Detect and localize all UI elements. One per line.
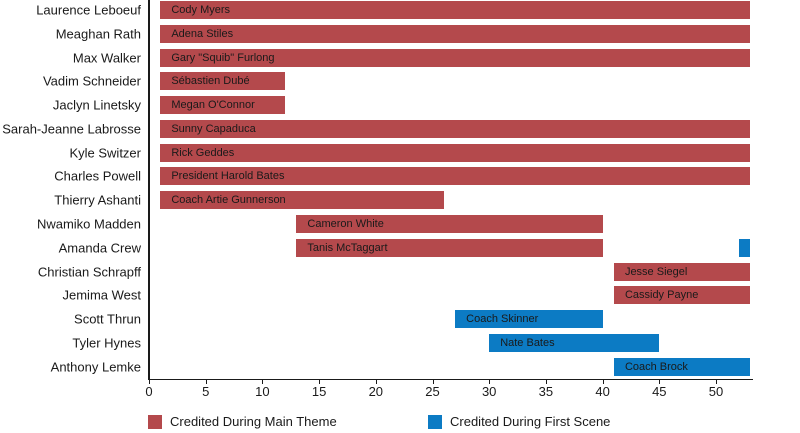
x-tick-label: 0 <box>145 384 153 399</box>
bar-segment-main_theme: Sunny Capaduca <box>160 119 750 138</box>
bar-segment-main_theme: Cody Myers <box>160 1 750 19</box>
bar-label: President Harold Bates <box>171 170 285 183</box>
bar-label: Megan O'Connor <box>171 99 255 112</box>
bar-label: Jesse Siegel <box>624 265 688 278</box>
x-tick-label: 25 <box>425 384 440 399</box>
bar-segment-first_scene: Coach Skinner <box>455 310 603 329</box>
x-tick-label: 45 <box>652 384 667 399</box>
bar-label: Coach Artie Gunnerson <box>171 194 286 207</box>
y-axis-label: Scott Thrun <box>74 311 141 327</box>
x-tick-mark <box>432 380 434 384</box>
x-tick-mark <box>545 380 547 384</box>
bar-label: Tanis McTaggart <box>307 241 388 254</box>
y-axis-label: Thierry Ashanti <box>54 192 141 208</box>
bar-segment-first_scene <box>738 238 750 257</box>
x-tick-mark <box>205 380 207 384</box>
bar-segment-main_theme: Sébastien Dubé <box>160 72 286 91</box>
bar-label: Cassidy Payne <box>624 289 699 302</box>
x-tick-label: 20 <box>368 384 384 399</box>
y-axis-label: Charles Powell <box>54 168 141 184</box>
x-tick-label: 15 <box>311 384 327 399</box>
x-tick-mark <box>659 380 661 384</box>
y-axis-label: Amanda Crew <box>58 240 141 256</box>
bar-label: Coach Skinner <box>466 313 539 326</box>
y-axis-label: Max Walker <box>72 50 141 66</box>
y-axis-label: Jaclyn Linetsky <box>52 97 141 113</box>
bar-label: Rick Geddes <box>171 146 235 159</box>
x-tick-mark <box>716 380 717 384</box>
bar-segment-main_theme: Cassidy Payne <box>613 286 751 305</box>
x-tick-label: 35 <box>538 384 554 399</box>
bar-segment-main_theme: Cameron White <box>296 215 603 234</box>
y-axis-label: Sarah-Jeanne Labrosse <box>2 121 141 137</box>
bar-segment-main_theme: Rick Geddes <box>160 143 750 162</box>
legend-label-first-scene: Credited During First Scene <box>450 414 611 429</box>
x-axis-line <box>148 378 753 380</box>
bar-label: Gary "Squib" Furlong <box>171 51 275 64</box>
x-tick-label: 40 <box>595 384 610 399</box>
bar-label: Coach Brock <box>624 360 688 373</box>
legend-label-main-theme: Credited During Main Theme <box>170 414 337 429</box>
bar-segment-main_theme: Gary "Squib" Furlong <box>160 48 750 67</box>
x-tick-mark <box>602 380 604 384</box>
x-tick-mark <box>319 380 321 384</box>
bar-label: Nate Bates <box>500 336 555 349</box>
bar-segment-main_theme: Adena Stiles <box>160 24 750 43</box>
y-axis-label: Christian Schrapff <box>37 264 141 280</box>
bar-segment-first_scene: Coach Brock <box>613 357 751 376</box>
legend-item-first-scene: Credited During First Scene <box>428 414 610 429</box>
x-tick-mark <box>489 380 491 384</box>
bar-segment-main_theme: Tanis McTaggart <box>296 238 603 257</box>
x-tick-label: 5 <box>202 384 210 399</box>
bar-label: Sébastien Dubé <box>171 75 250 88</box>
y-axis-label: Anthony Lemke <box>50 359 141 375</box>
y-axis-label: Laurence Leboeuf <box>36 2 141 18</box>
legend-item-main-theme: Credited During Main Theme <box>148 414 337 429</box>
bar-label: Sunny Capaduca <box>171 122 256 135</box>
x-tick-mark <box>149 380 150 384</box>
y-axis-line <box>148 0 150 380</box>
y-axis-label: Meaghan Rath <box>55 26 141 42</box>
bar-label: Adena Stiles <box>171 27 234 40</box>
x-tick-mark <box>262 380 264 384</box>
bar-segment-main_theme: Megan O'Connor <box>160 96 286 115</box>
legend-swatch-first-scene <box>428 414 442 429</box>
x-tick-label: 10 <box>255 384 270 399</box>
legend-swatch-main-theme <box>148 414 162 429</box>
bar-segment-main_theme: Jesse Siegel <box>613 262 751 281</box>
bar-segment-main_theme: Coach Artie Gunnerson <box>160 191 444 210</box>
y-axis-label: Nwamiko Madden <box>36 216 141 232</box>
y-axis-label: Tyler Hynes <box>72 335 141 351</box>
bar-segment-main_theme: President Harold Bates <box>160 167 750 186</box>
x-tick-label: 50 <box>708 384 724 399</box>
bar-segment-first_scene: Nate Bates <box>489 333 660 352</box>
x-tick-label: 30 <box>481 384 497 399</box>
bar-label: Cody Myers <box>171 4 231 16</box>
x-tick-mark <box>375 380 377 384</box>
bar-label: Cameron White <box>307 218 384 231</box>
y-axis-label: Vadim Schneider <box>42 73 141 89</box>
y-axis-label: Kyle Switzer <box>69 145 141 161</box>
y-axis-label: Jemima West <box>62 287 142 303</box>
